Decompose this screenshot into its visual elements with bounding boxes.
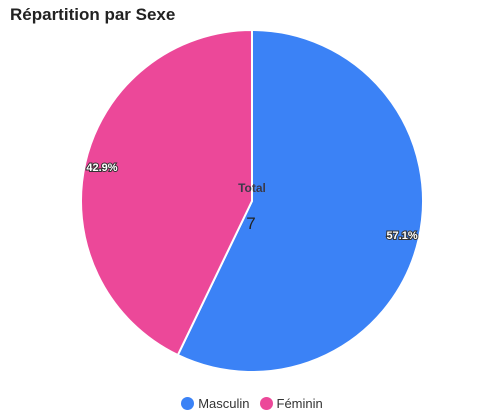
- slice-label-masculin: 57.1%: [386, 230, 417, 242]
- legend-item-feminin[interactable]: Féminin: [259, 396, 323, 411]
- pie-slice-feminin[interactable]: [80, 28, 253, 357]
- chart-title: Répartition par Sexe: [10, 5, 176, 24]
- chart-legend: Masculin Féminin: [0, 396, 504, 411]
- legend-label-feminin: Féminin: [276, 396, 323, 411]
- slice-label-feminin: 42.9%: [86, 162, 117, 174]
- pie-chart: 57.1% 42.9% Total 7: [80, 28, 424, 373]
- pie-slice-masculin[interactable]: [176, 28, 424, 373]
- center-total-label: Total: [238, 181, 266, 195]
- legend-label-masculin: Masculin: [198, 396, 250, 411]
- legend-marker-masculin: [181, 397, 195, 410]
- center-total-value: 7: [246, 214, 255, 233]
- legend-marker-feminin: [259, 397, 273, 410]
- legend-item-masculin[interactable]: Masculin: [181, 396, 250, 411]
